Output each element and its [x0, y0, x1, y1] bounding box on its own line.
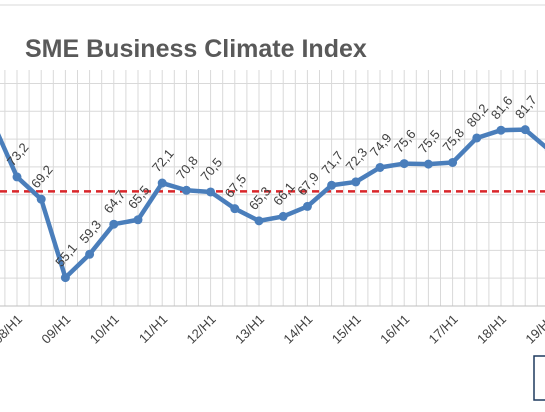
marker [12, 172, 22, 182]
x-tick-label: 18/H1 [474, 312, 509, 347]
marker [472, 133, 482, 143]
chart-title: SME Business Climate Index [25, 35, 367, 63]
data-label: 75,5 [415, 127, 443, 156]
x-tick-label: 19/H1 [522, 312, 545, 347]
data-label: 70,8 [173, 153, 201, 182]
marker [230, 204, 240, 214]
marker [448, 157, 458, 167]
marker [327, 180, 337, 190]
x-tick-label: 14/H1 [280, 312, 315, 347]
marker [181, 185, 191, 195]
data-label: 67,5 [222, 172, 250, 201]
marker [36, 194, 46, 204]
x-tick-label: 09/H1 [38, 312, 73, 347]
data-label: 75,6 [391, 126, 419, 155]
x-tick-label: 10/H1 [87, 312, 122, 347]
marker [133, 215, 143, 225]
marker [375, 162, 385, 172]
data-label: 74,9 [367, 130, 395, 159]
marker [351, 177, 361, 187]
marker [206, 187, 216, 197]
x-tick-label: 12/H1 [184, 312, 219, 347]
marker [423, 159, 433, 169]
data-label: 80,2 [464, 101, 492, 130]
marker [157, 178, 167, 188]
marker [302, 201, 312, 211]
marker [520, 125, 530, 135]
x-tick-label: 17/H1 [426, 312, 461, 347]
data-label: 66,1 [270, 179, 298, 208]
x-tick-label: 16/H1 [377, 312, 412, 347]
data-label: 81,6 [488, 93, 516, 122]
x-tick-label: 13/H1 [232, 312, 267, 347]
x-tick-label: 08/H1 [0, 312, 25, 347]
x-tick-label: 11/H1 [136, 312, 170, 346]
marker [109, 219, 119, 229]
frame-box [533, 355, 545, 401]
data-label: 70,5 [197, 155, 225, 184]
marker [399, 159, 409, 169]
data-label: 72,1 [149, 146, 177, 175]
data-label: 67,9 [294, 169, 322, 198]
marker [60, 273, 70, 283]
line [0, 127, 545, 280]
marker [254, 216, 264, 226]
marker [278, 211, 288, 221]
data-label: 73,2 [4, 140, 32, 169]
x-tick-label: 15/H1 [329, 312, 364, 347]
marker [496, 125, 506, 135]
data-label: 81,7 [512, 93, 540, 122]
marker [85, 249, 95, 259]
data-label: 71,7 [318, 148, 346, 177]
